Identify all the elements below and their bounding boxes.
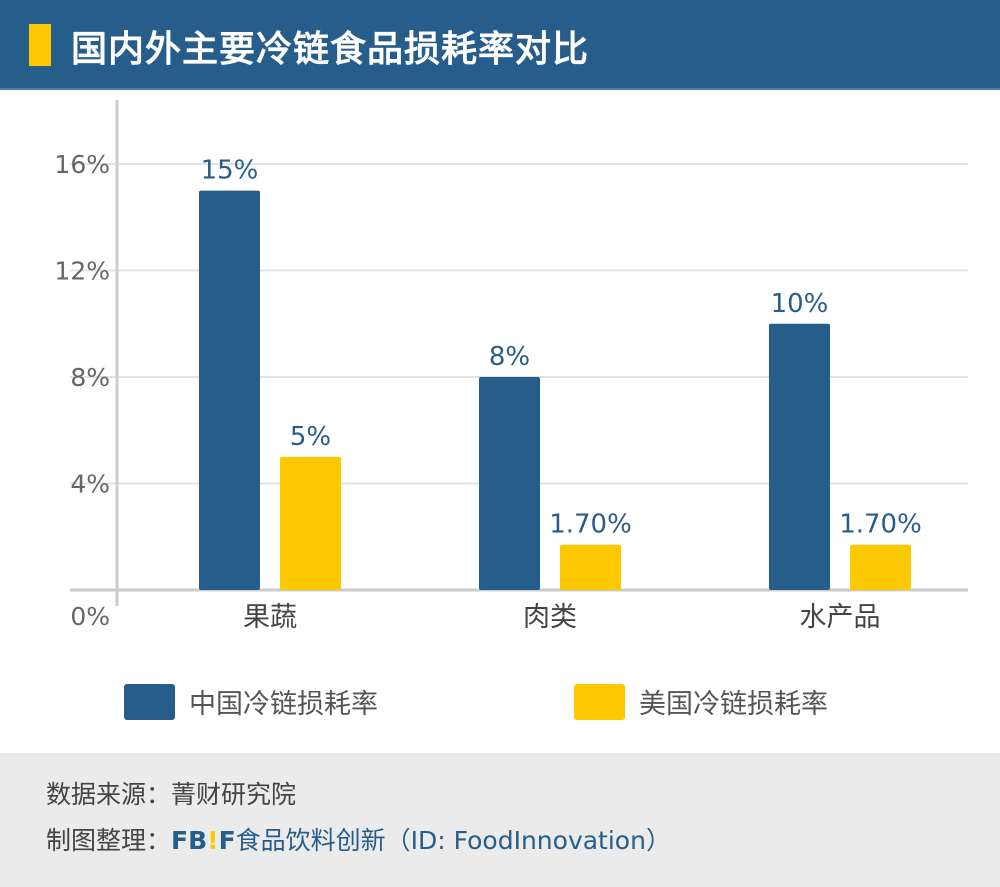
maker-line: 制图整理：FB!F食品饮料创新（ID: FoodInnovation） xyxy=(46,821,671,857)
bar xyxy=(280,456,341,590)
chart-title: 国内外主要冷链食品损耗率对比 xyxy=(71,29,590,70)
x-category-label: 肉类 xyxy=(523,602,577,633)
y-tick-label: 16% xyxy=(54,150,110,179)
source-label: 数据来源： xyxy=(46,780,172,809)
data-label: 15% xyxy=(201,156,259,186)
data-label: 1.70% xyxy=(839,510,922,540)
legend-label-usa: 美国冷链损耗率 xyxy=(639,689,828,720)
data-label: 5% xyxy=(290,422,331,452)
source-value: 菁财研究院 xyxy=(171,780,297,809)
y-tick-label: 12% xyxy=(54,257,110,286)
y-tick-label: 4% xyxy=(70,470,110,499)
y-tick-label: 0% xyxy=(70,602,110,631)
title-accent-mark xyxy=(29,24,51,66)
data-label: 1.70% xyxy=(549,510,632,540)
legend-swatch-china xyxy=(124,683,175,720)
chart-header: 国内外主要冷链食品损耗率对比 xyxy=(0,0,1000,90)
legend-swatch-usa xyxy=(574,683,625,720)
legend-item-usa: 美国冷链损耗率 xyxy=(574,682,828,721)
legend-item-china: 中国冷链损耗率 xyxy=(124,682,378,721)
source-line: 数据来源：菁财研究院 xyxy=(46,775,296,811)
y-tick-label: 8% xyxy=(70,363,110,392)
data-label: 8% xyxy=(489,342,530,372)
maker-value: 食品饮料创新（ID: FoodInnovation） xyxy=(235,826,671,855)
bar xyxy=(850,544,911,590)
bar xyxy=(769,323,830,590)
bar xyxy=(199,190,260,590)
data-label: 10% xyxy=(771,289,829,319)
bar xyxy=(560,544,621,590)
x-category-label: 水产品 xyxy=(800,602,881,633)
bar-chart: 0% 4% 8% 12% 16% 果蔬 15% 5% 肉类 8% 1.70% 水产品 10% 1.70% xyxy=(54,100,968,633)
maker-label: 制图整理： xyxy=(46,826,172,855)
bar xyxy=(479,377,540,590)
fbif-logo: FB!F xyxy=(171,826,236,855)
legend-label-china: 中国冷链损耗率 xyxy=(189,689,378,720)
x-category-label: 果蔬 xyxy=(243,602,297,633)
footer: 数据来源：菁财研究院 制图整理：FB!F食品饮料创新（ID: FoodInnov… xyxy=(0,753,1000,887)
